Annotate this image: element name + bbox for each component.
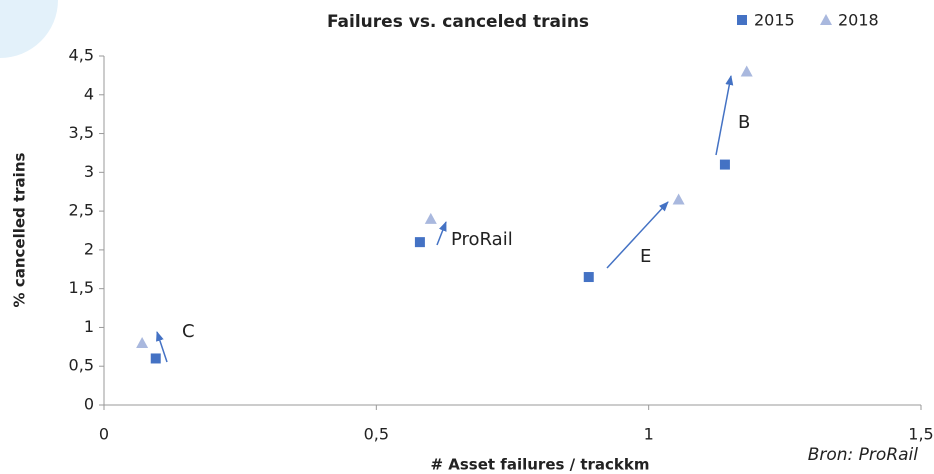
y-tick-label: 2,5	[69, 201, 94, 220]
chart-title: Failures vs. canceled trains	[327, 12, 589, 32]
point	[136, 336, 149, 348]
arrow	[156, 331, 168, 363]
y-tick-label: 4	[84, 84, 94, 103]
y-tick-label: 3,5	[69, 123, 94, 142]
y-tick-label: 3	[84, 162, 94, 181]
x-tick-label: 1	[644, 425, 654, 444]
y-tick-label: 2	[84, 239, 94, 258]
y-axis-label: % cancelled trains	[11, 153, 29, 308]
annotation: E	[640, 246, 651, 267]
x-tick-label: 0,5	[364, 425, 389, 444]
x-tick-label: 0	[99, 425, 109, 444]
annotation: B	[738, 112, 750, 133]
legend-marker	[737, 15, 747, 25]
arrow	[715, 75, 734, 156]
arrow	[606, 201, 669, 269]
y-tick-label: 0	[84, 395, 94, 414]
y-tick-label: 1,5	[69, 278, 94, 297]
x-axis-label: # Asset failures / trackkm	[430, 456, 649, 474]
y-tick-label: 4,5	[69, 46, 94, 65]
annotation: C	[182, 321, 195, 342]
decoration	[0, 0, 58, 58]
legend-label: 2018	[838, 11, 879, 30]
source: Bron: ProRail	[808, 445, 919, 465]
annotation: ProRail	[451, 229, 513, 250]
legend-marker	[820, 14, 832, 25]
point	[150, 353, 161, 364]
point	[719, 159, 730, 170]
point	[672, 193, 685, 205]
point	[740, 65, 753, 77]
arrow	[436, 221, 447, 246]
legend-label: 2015	[754, 11, 795, 30]
x-tick-label: 1,5	[908, 425, 933, 444]
y-tick-label: 1	[84, 317, 94, 336]
point	[424, 212, 437, 224]
y-tick-label: 0,5	[69, 356, 94, 375]
point	[583, 272, 594, 283]
point	[414, 237, 425, 248]
